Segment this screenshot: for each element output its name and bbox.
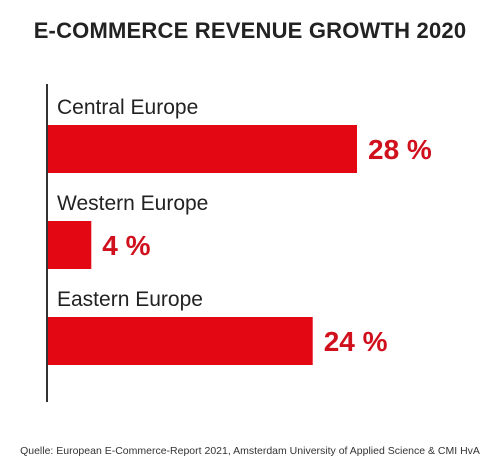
value-label: 4 % bbox=[102, 230, 150, 261]
value-label: 28 % bbox=[368, 134, 432, 165]
chart-title: E-COMMERCE REVENUE GROWTH 2020 bbox=[33, 18, 467, 43]
source-note: Quelle: European E-Commerce-Report 2021,… bbox=[20, 445, 480, 457]
value-label: 24 % bbox=[324, 326, 388, 357]
bar bbox=[47, 317, 313, 365]
bar bbox=[47, 221, 92, 269]
bars-layer: Central Europe 28 % Western Europe 4 % Easte… bbox=[47, 96, 432, 365]
bar bbox=[47, 125, 357, 173]
category-label: Eastern Europe bbox=[57, 288, 203, 311]
category-label: Western Europe bbox=[57, 192, 208, 215]
category-label: Central Europe bbox=[57, 96, 198, 119]
